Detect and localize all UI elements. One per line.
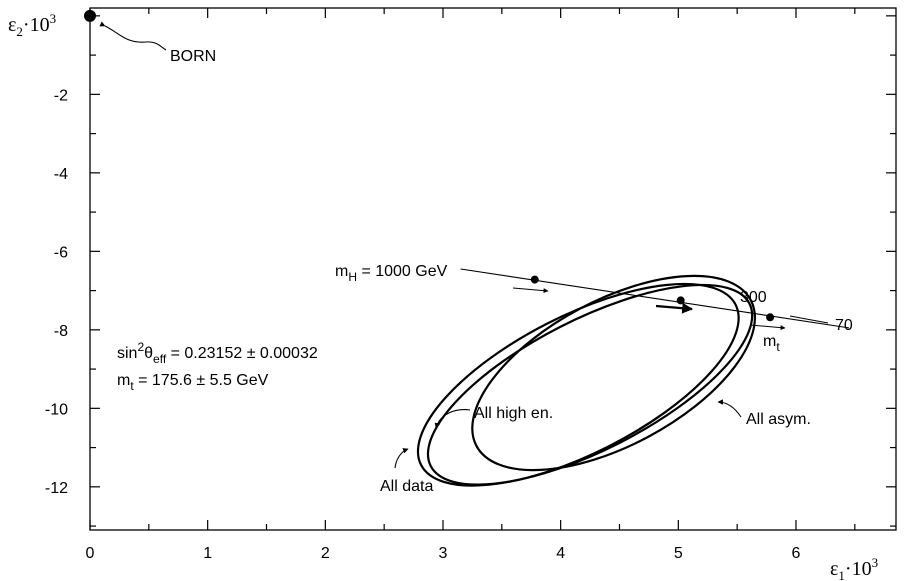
y-tick-label: -12 [45, 480, 68, 497]
sin2theta-annotation: sin2θeff = 0.23152 ± 0.00032 [117, 340, 318, 366]
x-tick-label: 0 [86, 545, 95, 562]
leader-all-high-en [434, 409, 471, 429]
x-tick-label: 2 [321, 545, 330, 562]
ellipse-all-high-en [426, 283, 754, 486]
mh-300-label: 300 [740, 289, 767, 306]
sm-points [530, 275, 775, 322]
born-label: BORN [170, 48, 216, 65]
ellipses [416, 274, 757, 487]
direction-arrow-3 [749, 324, 786, 331]
direction-arrow-1 [512, 287, 549, 294]
sm-point [530, 275, 539, 284]
y-axis-label: ε2·103 [8, 11, 56, 39]
label-all-asym: All asym. [746, 411, 811, 428]
ellipse-all-data [416, 282, 740, 487]
mt-arrow-label: mt [763, 333, 780, 354]
y-tick-label: -8 [54, 323, 68, 340]
y-axis-ticks: -2 -4 -6 -8 -10 -12 [45, 15, 896, 527]
y-tick-label: -6 [54, 244, 68, 261]
born-leader [99, 21, 167, 51]
y-tick-label: -10 [45, 401, 68, 418]
y-tick-label: -4 [54, 166, 68, 183]
sm-point [676, 296, 685, 305]
x-tick-label: 4 [556, 545, 565, 562]
sm-point [766, 313, 775, 322]
label-all-high-en: All high en. [474, 405, 553, 422]
x-tick-label: 6 [792, 545, 801, 562]
mt-annotation: mt = 175.6 ± 5.5 GeV [117, 372, 269, 393]
x-axis-label: ε1·103 [830, 555, 878, 581]
x-tick-label: 3 [439, 545, 448, 562]
plot-frame [89, 7, 897, 531]
sm-prediction-line [460, 268, 850, 329]
x-tick-label: 5 [674, 545, 683, 562]
x-axis-ticks: 0 1 2 3 4 5 6 [86, 8, 856, 562]
y-tick-label: -2 [54, 87, 68, 104]
mh-1000-label: mH = 1000 GeV [335, 263, 448, 284]
leader-all-asym [717, 399, 742, 418]
mh-70-label: 70 [835, 317, 853, 334]
ellipse-all-asym [471, 274, 757, 472]
direction-arrow-2 [655, 302, 694, 314]
x-tick-label: 1 [203, 545, 212, 562]
leader-70 [789, 315, 829, 324]
born-point [84, 9, 96, 22]
leader-all-data [394, 448, 409, 469]
label-all-data: All data [380, 478, 433, 495]
